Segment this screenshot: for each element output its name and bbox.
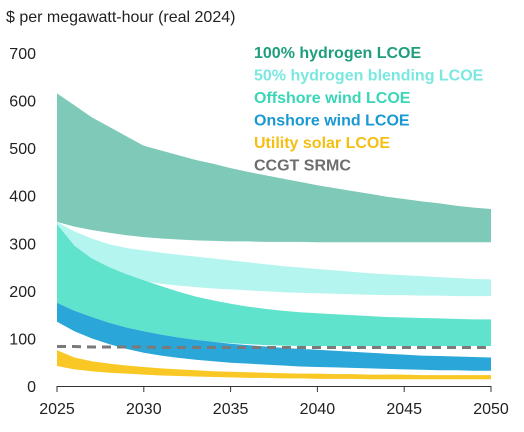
series-lines bbox=[57, 345, 491, 349]
legend-entry-onshore-wind-lcoe: Onshore wind LCOE bbox=[254, 113, 410, 130]
series-bands bbox=[57, 93, 491, 380]
band-100pct-hydrogen-lcoe bbox=[57, 93, 491, 243]
y-tick-label: 600 bbox=[9, 94, 36, 111]
y-tick-label: 0 bbox=[27, 379, 36, 396]
y-tick-label: 400 bbox=[9, 189, 36, 206]
band-onshore-wind-lcoe bbox=[57, 302, 491, 371]
y-tick-label: 200 bbox=[9, 284, 36, 301]
x-tick-label: 2045 bbox=[386, 401, 422, 418]
legend-entry-ccgt-srmc: CCGT SRMC bbox=[254, 158, 351, 175]
x-tick-label: 2030 bbox=[126, 401, 162, 418]
band-offshore-wind-lcoe bbox=[57, 224, 491, 346]
legend: 100% hydrogen LCOE 50% hydrogen blending … bbox=[254, 45, 484, 175]
line-ccgt-srmc bbox=[57, 345, 491, 349]
y-axis: 0 100 200 300 400 500 600 700 bbox=[9, 46, 36, 396]
x-axis: 2025 2030 2035 2040 2045 2050 bbox=[39, 386, 509, 418]
x-tick-label: 2035 bbox=[213, 401, 249, 418]
y-tick-label: 100 bbox=[9, 331, 36, 348]
y-axis-title: $ per megawatt-hour (real 2024) bbox=[6, 9, 235, 26]
legend-entry-50pct-hydrogen-blending-lcoe: 50% hydrogen blending LCOE bbox=[254, 68, 484, 85]
x-tick-label: 2025 bbox=[39, 401, 75, 418]
legend-entry-utility-solar-lcoe: Utility solar LCOE bbox=[254, 135, 390, 152]
y-tick-label: 500 bbox=[9, 141, 36, 158]
y-tick-label: 700 bbox=[9, 46, 36, 63]
y-tick-label: 300 bbox=[9, 236, 36, 253]
x-tick-label: 2050 bbox=[473, 401, 509, 418]
x-tick-label: 2040 bbox=[300, 401, 336, 418]
legend-entry-offshore-wind-lcoe: Offshore wind LCOE bbox=[254, 90, 411, 107]
band-utility-solar-lcoe bbox=[57, 350, 491, 380]
band-50pct-hydrogen-blending-lcoe bbox=[57, 221, 491, 297]
legend-entry-100pct-hydrogen-lcoe: 100% hydrogen LCOE bbox=[254, 45, 421, 62]
